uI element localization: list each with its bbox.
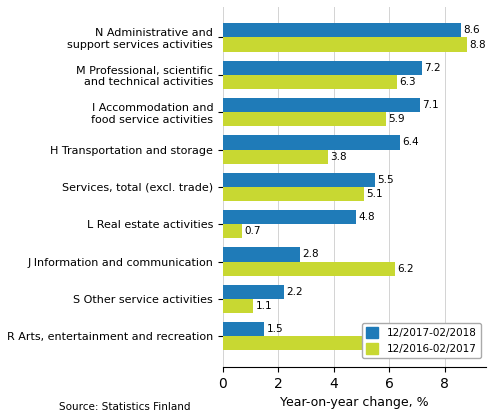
Bar [223, 299, 253, 313]
Text: 3.8: 3.8 [330, 151, 347, 161]
Bar [223, 98, 420, 112]
X-axis label: Year-on-year change, %: Year-on-year change, % [280, 396, 429, 409]
Text: 2.8: 2.8 [303, 250, 319, 260]
Bar [223, 173, 375, 187]
Bar [223, 285, 284, 299]
Bar [223, 248, 300, 262]
Text: 7.1: 7.1 [422, 100, 438, 110]
Text: 6.3: 6.3 [400, 77, 416, 87]
Bar [223, 336, 364, 350]
Bar [223, 224, 242, 238]
Text: 1.5: 1.5 [267, 324, 283, 334]
Text: 6.4: 6.4 [402, 137, 419, 147]
Bar [223, 210, 356, 224]
Text: 0.7: 0.7 [245, 226, 261, 236]
Bar [223, 149, 328, 164]
Bar [223, 75, 397, 89]
Text: 7.2: 7.2 [424, 63, 441, 73]
Text: 6.2: 6.2 [397, 264, 414, 274]
Text: 5.5: 5.5 [378, 175, 394, 185]
Bar [223, 23, 461, 37]
Legend: 12/2017-02/2018, 12/2016-02/2017: 12/2017-02/2018, 12/2016-02/2017 [362, 323, 481, 358]
Text: 8.6: 8.6 [463, 25, 480, 35]
Text: 4.8: 4.8 [358, 212, 375, 222]
Text: Source: Statistics Finland: Source: Statistics Finland [59, 402, 191, 412]
Text: 5.1: 5.1 [366, 338, 383, 348]
Bar [223, 322, 264, 336]
Text: 5.1: 5.1 [366, 189, 383, 199]
Bar [223, 112, 387, 126]
Text: 2.2: 2.2 [286, 287, 303, 297]
Bar [223, 187, 364, 201]
Text: 5.9: 5.9 [388, 114, 405, 124]
Bar [223, 135, 400, 149]
Bar [223, 61, 423, 75]
Text: 8.8: 8.8 [469, 40, 486, 50]
Bar [223, 262, 395, 276]
Text: 1.1: 1.1 [255, 301, 272, 311]
Bar [223, 37, 467, 52]
